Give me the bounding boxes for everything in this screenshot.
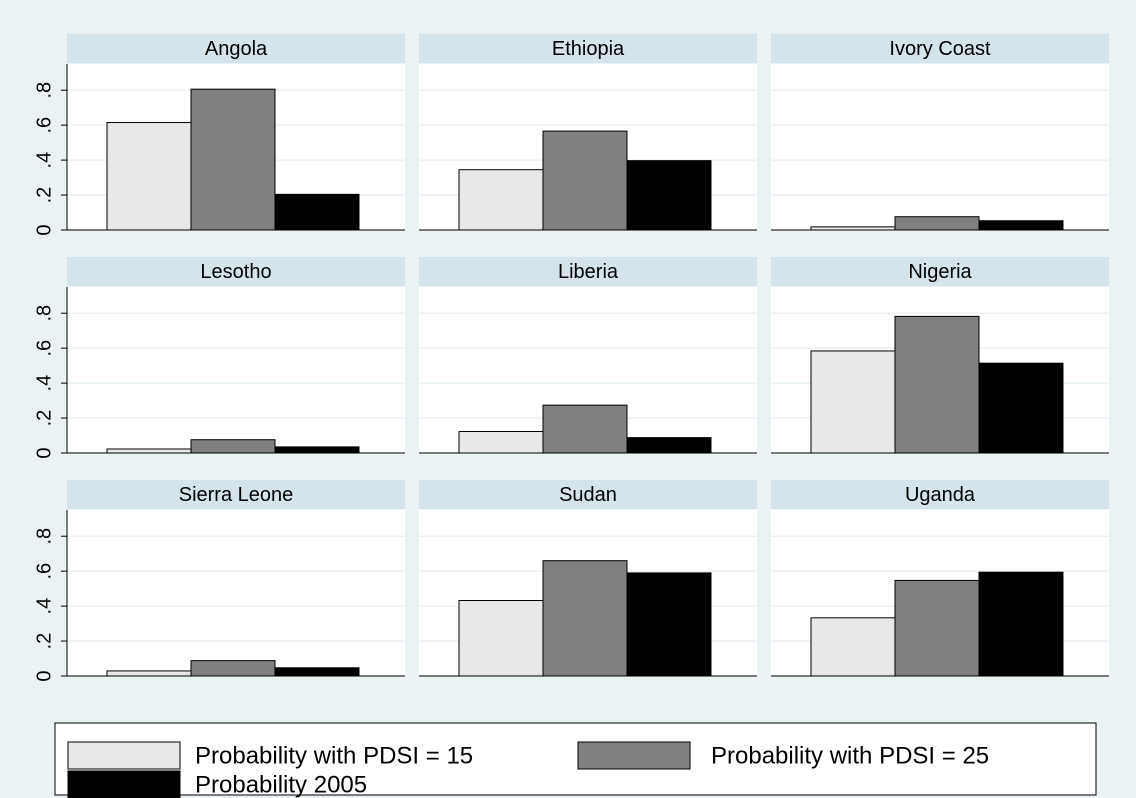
panel-header [419,480,757,509]
bar [542,560,628,677]
legend-label: Probability with PDSI = 25 [711,742,989,769]
y-tick-label: .6 [33,340,55,357]
panel-title: Sudan [559,484,617,506]
legend-swatch [577,741,691,770]
bar [106,448,192,454]
panel-title: Nigeria [908,261,972,283]
panel-title: Ethiopia [552,38,625,60]
panel-title: Liberia [558,261,619,283]
plot-area [67,510,405,676]
plot-area [771,64,1109,230]
bar [458,600,544,677]
y-tick-label: .4 [33,598,55,615]
panel-title: Uganda [905,484,976,506]
panel-header [67,34,405,63]
panel-title: Angola [205,38,268,60]
bar [542,404,628,454]
y-tick-label: 0 [33,224,55,235]
y-tick-label: .2 [33,633,55,650]
panel-title: Lesotho [200,261,271,283]
bar [190,88,276,231]
y-tick-label: .2 [33,187,55,204]
panel-title: Ivory Coast [889,38,991,60]
bar [894,579,980,677]
bar [894,216,980,231]
bar [978,362,1064,454]
legend-swatch [67,741,181,770]
bar [542,130,628,231]
bar [626,572,712,677]
bar [458,431,544,454]
y-tick-label: .4 [33,152,55,169]
panel-header [771,257,1109,286]
panel-header [771,34,1109,63]
y-tick-label: 0 [33,670,55,681]
y-tick-label: .4 [33,375,55,392]
y-tick-label: .8 [33,82,55,99]
bar [978,220,1064,231]
bar [810,350,896,454]
bar [190,439,276,454]
y-tick-label: .2 [33,410,55,427]
bar [626,437,712,454]
legend-label: Probability 2005 [195,771,367,798]
bar [894,315,980,454]
bar [106,122,192,231]
panel-header [67,257,405,286]
plot-area [67,287,405,453]
bar [190,660,276,677]
panel-header [419,257,757,286]
y-tick-label: .8 [33,305,55,322]
legend-swatch [67,770,181,798]
bar [978,571,1064,677]
panel-header [771,480,1109,509]
y-tick-label: 0 [33,447,55,458]
panel-title: Sierra Leone [179,484,294,506]
panel-header [419,34,757,63]
bar [274,193,360,231]
legend-label: Probability with PDSI = 15 [195,742,473,769]
bar [810,617,896,677]
bar [106,670,192,677]
y-tick-label: .8 [33,528,55,545]
panel-header [67,480,405,509]
bar [274,446,360,454]
bar [458,169,544,231]
legend [54,722,1097,796]
bar [626,160,712,231]
y-tick-label: .6 [33,117,55,134]
bar [274,667,360,677]
y-tick-label: .6 [33,563,55,580]
